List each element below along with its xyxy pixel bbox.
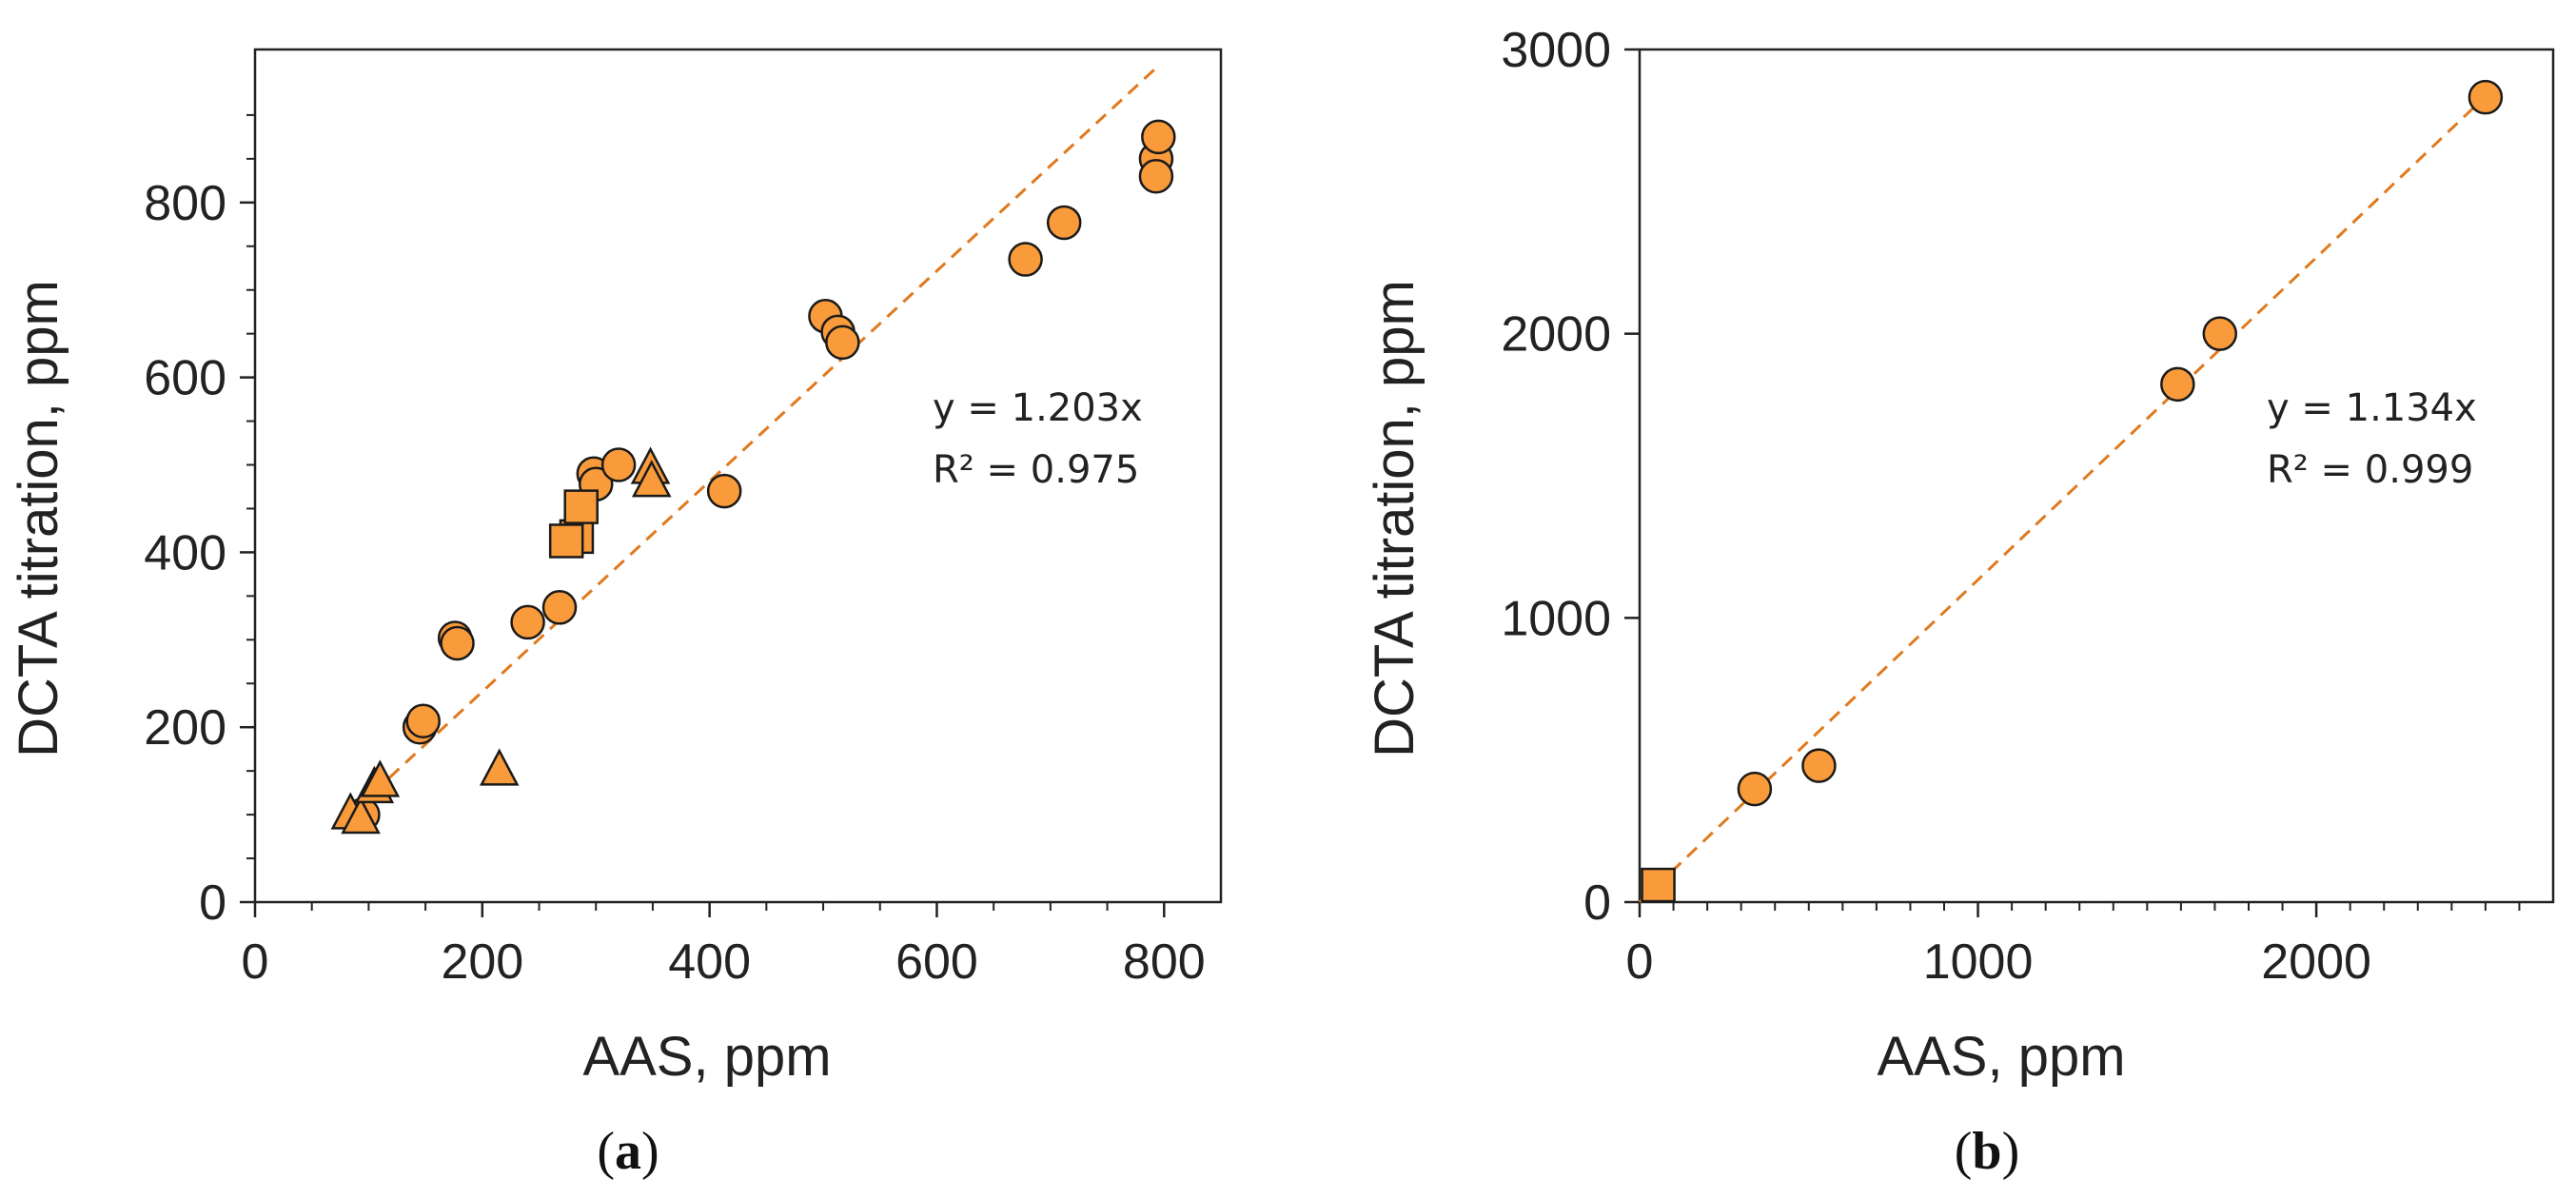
panel-a-plot-frame (253, 48, 1223, 904)
panel-b-label-letter: b (1972, 1122, 2001, 1181)
panel-b-plot-frame (1638, 48, 2555, 904)
panel-b-y-tick-label: 0 (1583, 875, 1611, 931)
panel-a-square-point (563, 489, 599, 524)
panel-a-circle-point (541, 590, 578, 625)
panel-b: 0 1000 2000 0 1000 2000 3000 y = 1.134x R² = 0… (1364, 23, 2555, 1181)
panel-a-y-axis-label: DCTA titration, ppm (8, 280, 69, 757)
panel-a-y-tick-label: 0 (199, 875, 226, 931)
panel-b-y-tick-label: 2000 (1501, 307, 1611, 363)
panel-b-x-axis-label: AAS, ppm (1877, 1026, 2125, 1088)
panel-a-triangle-point (341, 796, 381, 835)
panel-a-triangle-point (479, 748, 520, 786)
panel-a-circle-point (1141, 119, 1176, 155)
panel-a-square-point (548, 523, 584, 559)
panel-a-circle-point (510, 604, 545, 640)
panel-a-plot-area: 0 200 400 600 800 0 200 400 600 800 (144, 48, 1223, 990)
panel-b-circle-point (2202, 316, 2238, 351)
panel-a-x-tick-label: 200 (441, 934, 523, 990)
panel-a-x-axis-label: AAS, ppm (582, 1026, 831, 1088)
panel-a-triangle-point (360, 759, 401, 797)
panel-b-equation: y = 1.134x (2267, 386, 2477, 430)
panel-b-trendline (1638, 95, 2487, 904)
panel-a: 0 200 400 600 800 0 200 400 600 800 y = 1.203x R²… (8, 48, 1223, 1181)
panel-a-triangle-point (631, 460, 672, 498)
panel-a-label-letter: a (615, 1122, 641, 1181)
panel-b-circle-point (1737, 771, 1773, 807)
panel-a-circle-point (600, 447, 637, 482)
panel-a-circle-point (706, 473, 742, 509)
panel-a-y-tick-label: 400 (144, 525, 226, 580)
panel-a-circle-point (1008, 242, 1043, 277)
panel-a-y-tick-label: 600 (144, 351, 226, 406)
panel-b-label: (b) (1955, 1122, 2019, 1181)
panel-b-x-tick-label: 0 (1626, 934, 1654, 990)
panel-b-y-tick-label: 3000 (1501, 23, 1611, 78)
panel-a-x-tick-label: 600 (895, 934, 978, 990)
panel-a-x-tick-label: 0 (242, 934, 269, 990)
panel-b-r-squared: R² = 0.999 (2267, 448, 2473, 492)
panel-a-circle-point (405, 703, 441, 739)
panel-b-plot-area: 0 1000 2000 0 1000 2000 3000 (1501, 23, 2555, 990)
panel-b-circle-point (2160, 366, 2195, 403)
panel-b-x-tick-label: 1000 (1923, 934, 2034, 990)
panel-a-equation: y = 1.203x (933, 386, 1143, 430)
panel-a-y-tick-label: 200 (144, 700, 226, 756)
panel-b-square-point (1641, 867, 1676, 903)
panel-a-x-tick-label: 400 (668, 934, 751, 990)
panel-b-circle-point (2468, 79, 2504, 115)
panel-a-trendline (356, 65, 1160, 809)
panel-a-circle-point (1138, 159, 1174, 194)
panel-a-label: (a) (597, 1122, 659, 1181)
panel-b-y-tick-label: 1000 (1501, 591, 1611, 646)
panel-a-circle-point (440, 625, 475, 661)
panel-a-y-tick-label: 800 (144, 176, 226, 231)
panel-a-circle-point (825, 324, 860, 361)
panel-b-circle-point (1801, 748, 1837, 783)
panel-a-x-tick-label: 800 (1123, 934, 1206, 990)
panel-a-circle-point (1046, 205, 1082, 241)
panel-a-r-squared: R² = 0.975 (933, 448, 1139, 492)
panel-b-y-axis-label: DCTA titration, ppm (1364, 280, 1426, 757)
panel-b-x-tick-label: 2000 (2261, 934, 2371, 990)
